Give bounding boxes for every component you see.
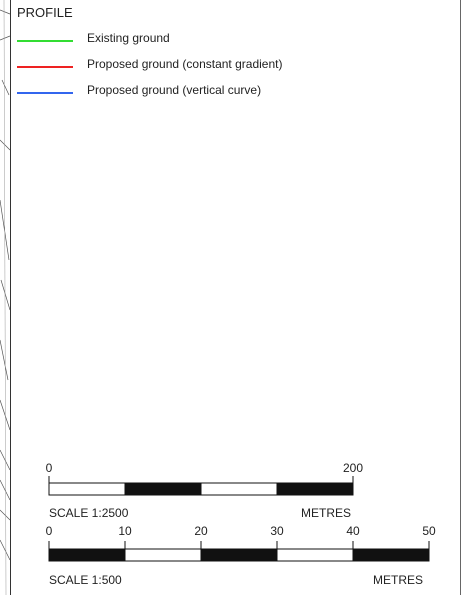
legend-line-vertical-curve <box>17 92 73 94</box>
legend-item-existing-ground: Existing ground <box>17 31 437 49</box>
profile-legend-panel: PROFILE Existing ground Proposed ground … <box>10 0 461 595</box>
scale-1-tick-200: 200 <box>342 461 364 475</box>
scale-2-tick-10: 10 <box>118 524 132 538</box>
scale-2-tick-30: 30 <box>270 524 284 538</box>
scale-2-tick-0: 0 <box>45 524 53 538</box>
legend-line-existing-ground <box>17 40 73 42</box>
scale-2-tick-40: 40 <box>346 524 360 538</box>
scale-2-unit: METRES <box>373 573 424 587</box>
scale-2-tick-20: 20 <box>194 524 208 538</box>
map-edge-linework <box>0 0 11 595</box>
scale-1-label: SCALE 1:2500 <box>49 506 129 520</box>
legend-label-constant-gradient: Proposed ground (constant gradient) <box>87 57 283 71</box>
scale-2-tick-50: 50 <box>422 524 436 538</box>
panel-title: PROFILE <box>17 5 73 20</box>
scale-2-segment-2 <box>124 548 202 562</box>
legend-item-constant-gradient: Proposed ground (constant gradient) <box>17 57 437 75</box>
scale-2-segment-4 <box>276 548 354 562</box>
legend-item-vertical-curve: Proposed ground (vertical curve) <box>17 83 437 101</box>
scale-1-unit: METRES <box>301 506 352 520</box>
scale-2-segment-5 <box>352 548 430 562</box>
scale-2-bar-graphic <box>48 541 430 562</box>
scale-1-segment-4 <box>276 482 354 496</box>
scale-2-segment-1 <box>48 548 126 562</box>
scale-2-label: SCALE 1:500 <box>49 573 122 587</box>
legend-label-vertical-curve: Proposed ground (vertical curve) <box>87 83 262 97</box>
scale-1-tick-0: 0 <box>45 461 53 475</box>
legend-line-constant-gradient <box>17 66 73 68</box>
legend-label-existing-ground: Existing ground <box>87 31 170 45</box>
scale-1-bar-graphic <box>48 476 354 496</box>
scale-2-segment-3 <box>200 548 278 562</box>
